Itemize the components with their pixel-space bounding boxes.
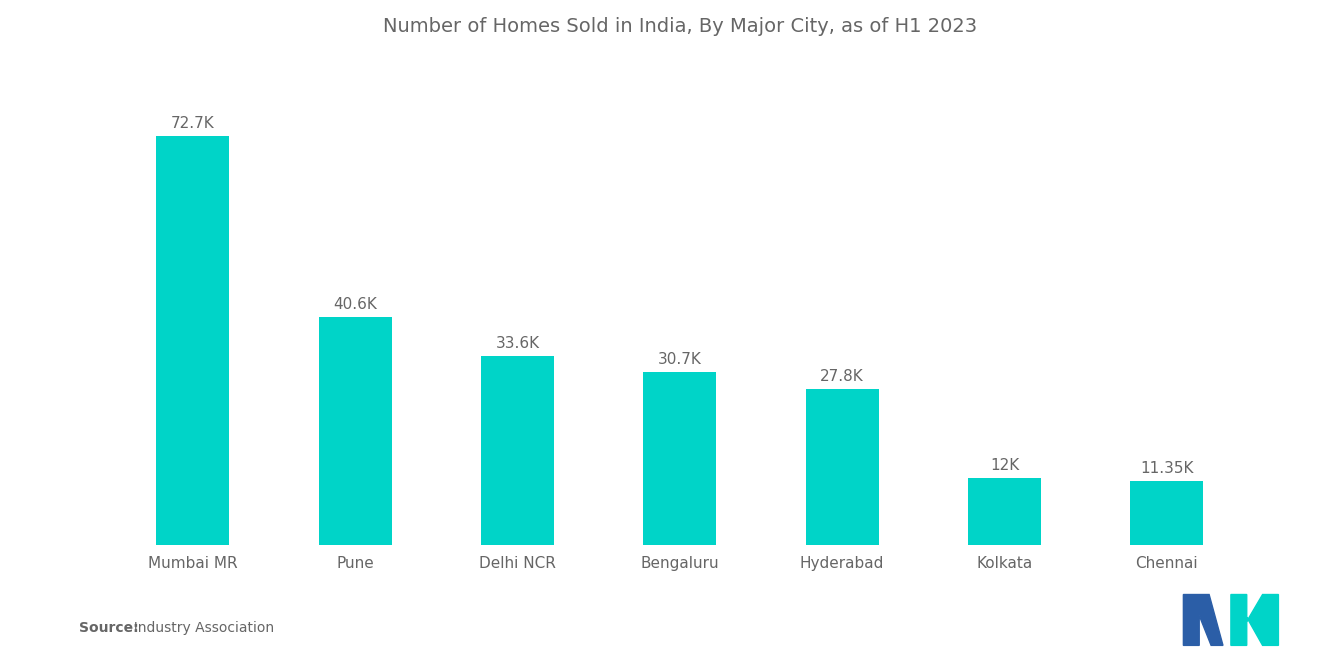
Bar — [1130, 481, 1204, 545]
Text: 11.35K: 11.35K — [1140, 462, 1193, 476]
Text: 40.6K: 40.6K — [333, 297, 378, 311]
Title: Number of Homes Sold in India, By Major City, as of H1 2023: Number of Homes Sold in India, By Major … — [383, 17, 977, 36]
Bar — [156, 136, 230, 545]
Text: Industry Association: Industry Association — [125, 620, 275, 635]
Text: Source:: Source: — [79, 620, 139, 635]
Text: 12K: 12K — [990, 458, 1019, 473]
Text: 72.7K: 72.7K — [172, 116, 215, 131]
Bar — [643, 372, 717, 545]
Text: 33.6K: 33.6K — [495, 336, 540, 351]
Text: 27.8K: 27.8K — [820, 368, 865, 384]
Bar — [318, 317, 392, 545]
Bar — [805, 389, 879, 545]
Bar — [968, 477, 1041, 545]
Bar — [480, 356, 554, 545]
Text: 30.7K: 30.7K — [657, 352, 702, 367]
Polygon shape — [1232, 595, 1278, 645]
Polygon shape — [1184, 595, 1222, 645]
